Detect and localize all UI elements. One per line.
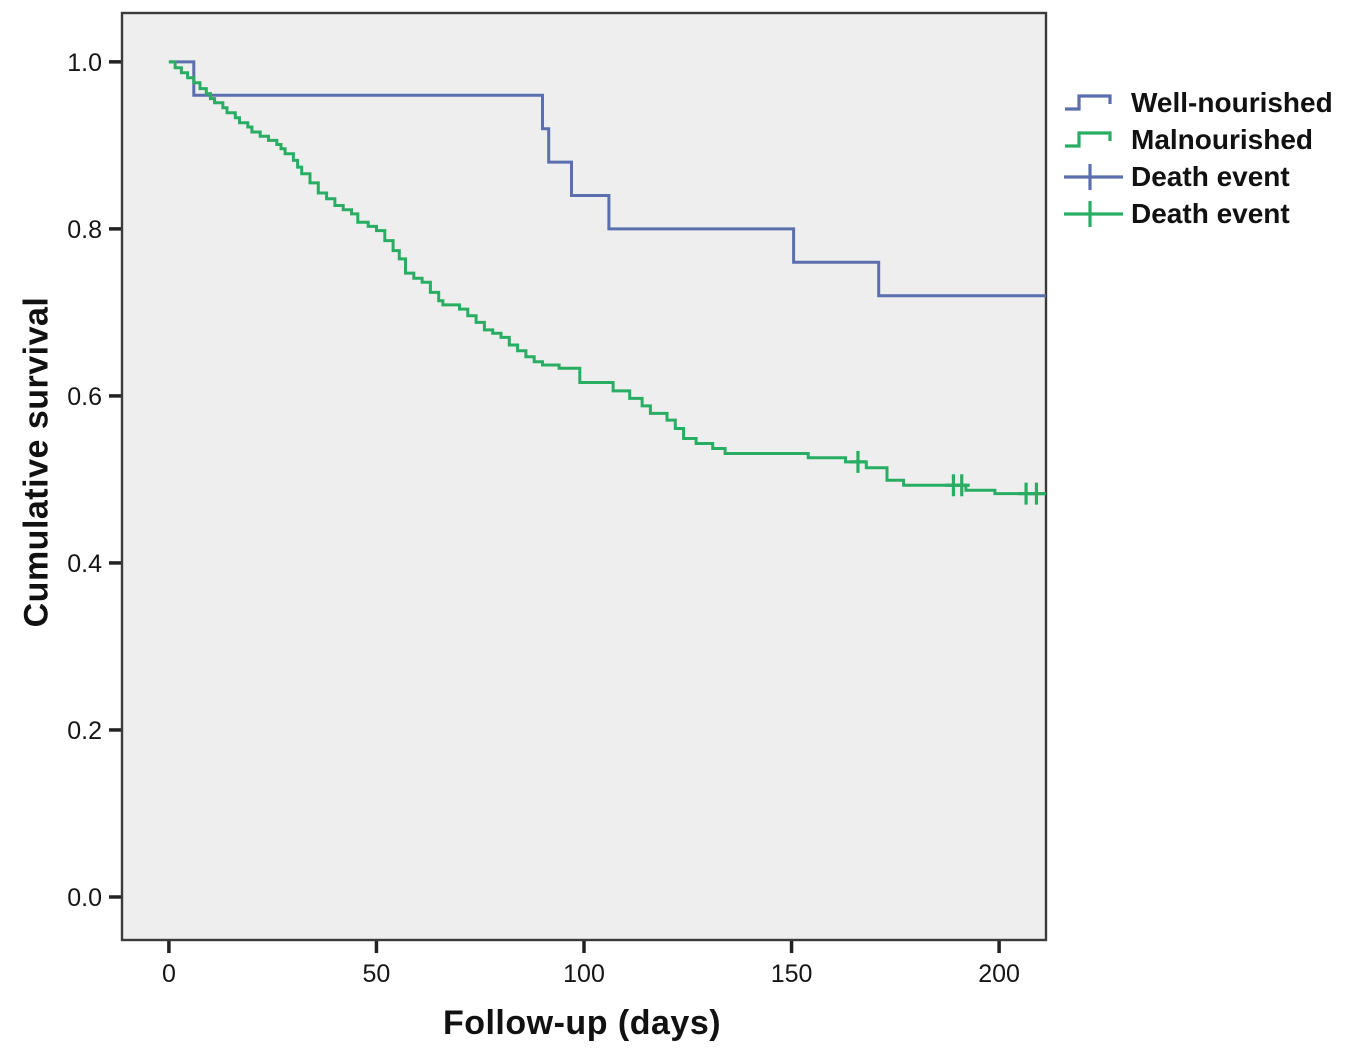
y-tick-label: 0.8: [67, 216, 102, 244]
legend-label: Death event: [1131, 198, 1290, 229]
legend-item-death-event-malnourished: Death event: [1062, 198, 1333, 229]
step-line-icon: [1065, 131, 1112, 148]
legend-label: Malnourished: [1131, 124, 1314, 155]
x-tick-label: 200: [978, 960, 1020, 988]
x-tick-label: 50: [363, 960, 391, 988]
y-tick-label: 0.6: [67, 383, 102, 411]
series-well-nourished: [168, 60, 1046, 298]
series-malnourished: [168, 60, 1046, 496]
step-line-icon: [1065, 94, 1112, 111]
y-tick-label: 0.2: [67, 717, 102, 745]
y-tick-label: 0.0: [67, 884, 102, 912]
x-tick-label: 150: [771, 960, 813, 988]
x-tick-label: 100: [563, 960, 605, 988]
y-tick-label: 0.4: [67, 550, 102, 578]
censor-plus-icon: [1064, 201, 1123, 227]
x-tick-label: 0: [162, 960, 176, 988]
plot-area: [122, 13, 1046, 940]
y-tick-label: 1.0: [67, 49, 102, 77]
legend: Well-nourished Malnourished Death event …: [1062, 87, 1333, 229]
y-axis-title: Cumulative survival: [17, 296, 56, 628]
plot-frame: [120, 11, 1048, 942]
legend-label: Well-nourished: [1131, 87, 1333, 118]
legend-item-well-nourished: Well-nourished: [1062, 87, 1333, 118]
legend-item-death-event-well-nourished: Death event: [1062, 161, 1333, 192]
legend-item-malnourished: Malnourished: [1062, 124, 1333, 155]
x-axis-title: Follow-up (days): [442, 1004, 722, 1042]
legend-label: Death event: [1131, 161, 1290, 192]
censor-plus-icon: [1064, 164, 1123, 190]
